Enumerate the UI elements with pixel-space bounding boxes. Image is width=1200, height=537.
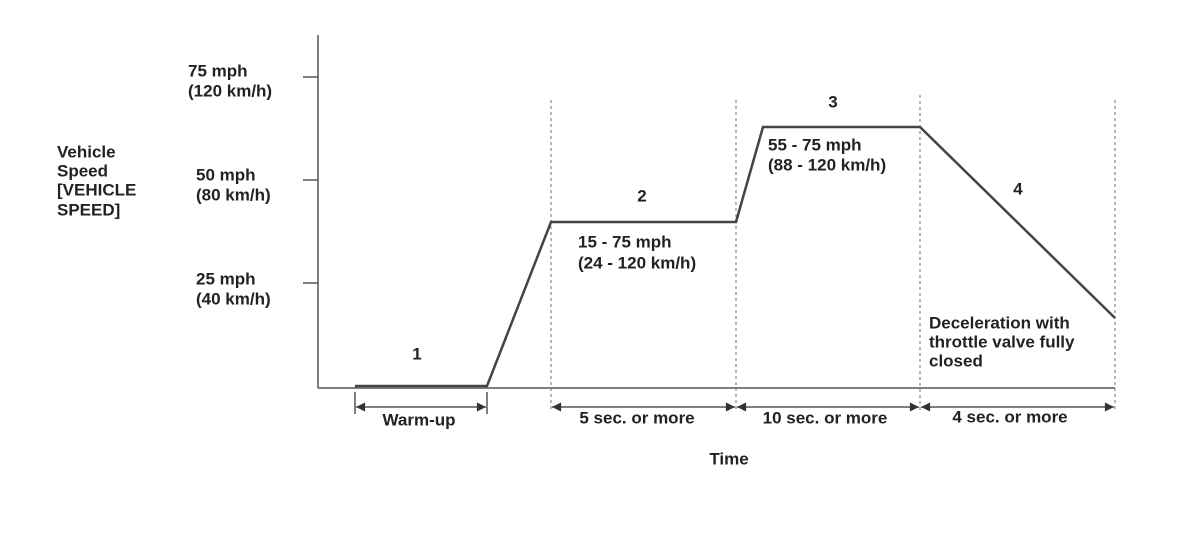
x-title: Time xyxy=(709,449,748,468)
y-tick-label: (120 km/h) xyxy=(188,81,272,100)
duration-label: 10 sec. or more xyxy=(763,408,888,427)
stage-note: 55 - 75 mph xyxy=(768,135,862,154)
y-title: [VEHICLE xyxy=(57,180,136,199)
stage-number: 4 xyxy=(1013,179,1023,198)
stage-note: (24 - 120 km/h) xyxy=(578,253,696,272)
stage-note: throttle valve fully xyxy=(929,332,1075,351)
duration-label: 4 sec. or more xyxy=(952,407,1067,426)
stage-number: 3 xyxy=(828,92,837,111)
y-tick-label: (80 km/h) xyxy=(196,185,271,204)
duration-label: 5 sec. or more xyxy=(579,408,694,427)
y-title: SPEED] xyxy=(57,200,120,219)
y-tick-label: 50 mph xyxy=(196,165,256,184)
duration-label: Warm-up xyxy=(382,410,455,429)
stage-note: closed xyxy=(929,351,983,370)
speed-profile xyxy=(355,125,1116,388)
stage-note: 15 - 75 mph xyxy=(578,232,672,251)
stage-note: (88 - 120 km/h) xyxy=(768,155,886,174)
axes xyxy=(303,35,1115,389)
y-tick-label: 75 mph xyxy=(188,61,248,80)
y-title: Speed xyxy=(57,161,108,180)
stage-note: Deceleration with xyxy=(929,313,1070,332)
stage-number: 2 xyxy=(637,186,646,205)
y-tick-label: 25 mph xyxy=(196,269,256,288)
y-tick-label: (40 km/h) xyxy=(196,289,271,308)
stage-number: 1 xyxy=(412,344,421,363)
dividers xyxy=(354,95,1116,414)
y-title: Vehicle xyxy=(57,142,116,161)
